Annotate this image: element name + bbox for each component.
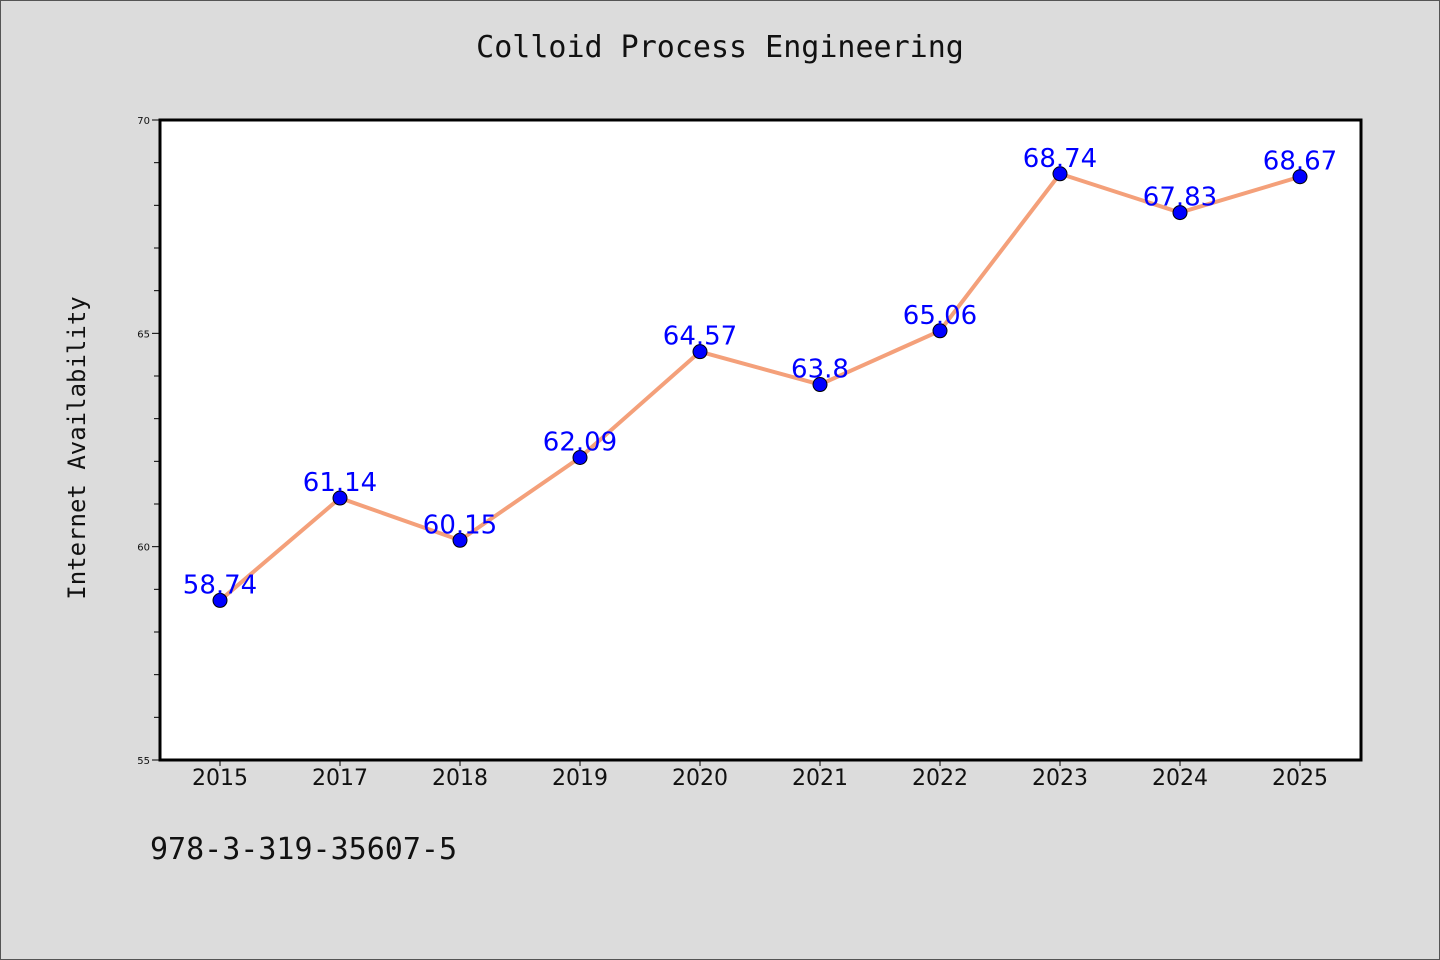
data-label: 68.74: [1023, 144, 1097, 174]
x-tick-label: 2022: [912, 766, 968, 791]
data-label: 60.15: [423, 510, 497, 540]
data-point: [452, 532, 468, 548]
data-label: 68.67: [1263, 147, 1337, 177]
series-line: [218, 171, 1302, 603]
plot-area: [158, 118, 1363, 762]
data-point: [212, 592, 228, 608]
x-tick-label: 2023: [1032, 766, 1088, 791]
data-point: [812, 377, 828, 393]
y-axis-label: Internet Availability: [63, 296, 91, 599]
x-tick-label: 2019: [552, 766, 608, 791]
x-tick-label: 2020: [672, 766, 728, 791]
x-tick-label: 2021: [792, 766, 848, 791]
data-point: [1172, 205, 1188, 221]
y-tick-label: 65: [137, 329, 150, 340]
series-markers-group: [212, 166, 1308, 608]
x-tick-label: 2025: [1272, 766, 1328, 791]
data-label: 62.09: [543, 427, 617, 457]
x-tick-label: 2015: [192, 766, 248, 791]
data-point: [1292, 169, 1308, 185]
x-tick-label: 2017: [312, 766, 368, 791]
isbn-text: 978-3-319-35607-5: [150, 832, 458, 867]
y-axis: 55 60 65 70: [137, 116, 160, 767]
data-label: 64.57: [663, 322, 737, 352]
y-tick-label: 60: [137, 543, 150, 554]
series-line-group: [218, 171, 1302, 603]
data-label: 61.14: [303, 468, 377, 498]
chart-title: Colloid Process Engineering: [476, 30, 964, 65]
x-axis: 2015 2017 2018 2019 2020 2021 2022 2023 2024 2025: [192, 760, 1328, 791]
data-point: [932, 323, 948, 339]
data-label: 63.8: [791, 355, 849, 385]
x-tick-label: 2018: [432, 766, 488, 791]
data-labels-group: 58.74 61.14 60.15 62.09 64.57 63.8 65.06 68.74 6…: [183, 144, 1337, 601]
data-point: [1052, 166, 1068, 182]
x-tick-label: 2024: [1152, 766, 1208, 791]
data-label: 67.83: [1143, 183, 1217, 213]
data-label: 65.06: [903, 301, 977, 331]
data-point: [572, 449, 588, 465]
data-label: 58.74: [183, 570, 257, 600]
data-point: [332, 490, 348, 506]
y-tick-label: 70: [137, 116, 150, 127]
y-tick-label: 55: [137, 756, 150, 767]
data-point: [692, 344, 708, 360]
